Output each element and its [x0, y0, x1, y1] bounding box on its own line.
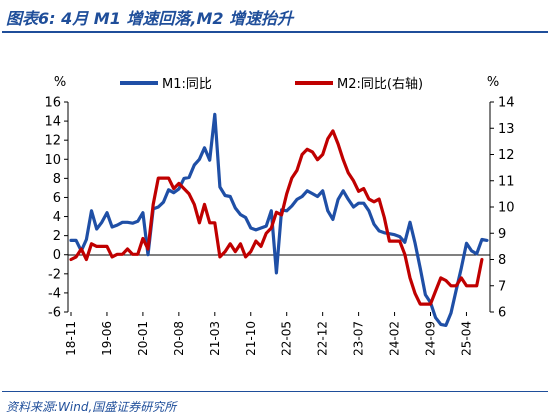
x-axis-tick-label: 24-09	[424, 321, 438, 356]
title-divider	[2, 31, 548, 33]
x-axis-tick-label: 23-07	[352, 321, 366, 356]
m1-line	[69, 112, 489, 327]
left-axis-tick-label: 4	[53, 210, 61, 225]
x-axis-tick-label: 20-01	[136, 321, 150, 356]
left-axis-tick-label: 0	[53, 248, 61, 263]
right-axis-tick-label: 11	[498, 174, 515, 189]
legend-m1-label: M1:同比	[162, 77, 212, 92]
source-divider	[2, 391, 548, 392]
left-axis-tick-label: 16	[44, 96, 61, 111]
left-axis-tick-label: 14	[44, 115, 61, 130]
right-axis-tick-label: 12	[498, 148, 515, 163]
left-axis-tick-label: -4	[48, 286, 61, 301]
left-axis-tick-label: 12	[44, 134, 61, 149]
x-axis-tick-label: 18-11	[64, 321, 78, 356]
x-axis-tick-label: 20-08	[172, 321, 186, 356]
x-axis-tick-label: 25-04	[459, 321, 473, 356]
right-axis-tick-label: 9	[498, 227, 506, 242]
left-axis-tick-label: 6	[53, 191, 61, 206]
m2-line	[69, 129, 484, 306]
right-axis-tick-label: 8	[498, 253, 506, 268]
right-axis-tick-label: 13	[498, 122, 515, 137]
left-axis-tick-label: 8	[53, 172, 61, 187]
right-axis-tick-label: 6	[498, 306, 506, 321]
right-axis-unit: %	[487, 75, 499, 90]
x-axis-tick-label: 22-12	[316, 321, 330, 356]
x-axis-tick-label: 22-05	[280, 321, 294, 356]
x-axis-tick-label: 19-06	[100, 321, 114, 356]
right-axis-tick-label: 10	[498, 201, 515, 216]
x-axis-tick-label: 24-02	[388, 321, 402, 356]
left-axis-tick-label: -2	[48, 267, 61, 282]
right-axis-tick-label: 14	[498, 96, 515, 111]
chart-title: 图表6: 4月 M1 增速回落,M2 增速抬升	[6, 9, 294, 28]
left-axis-tick-label: -6	[48, 306, 61, 321]
right-axis-tick-label: 7	[498, 279, 506, 294]
legend-m2-label: M2:同比(右轴)	[337, 77, 423, 92]
x-axis-tick-label: 21-10	[244, 321, 258, 356]
left-axis-tick-label: 10	[44, 153, 61, 168]
x-axis-tick-label: 21-03	[208, 321, 222, 356]
left-axis-tick-label: 2	[53, 229, 61, 244]
left-axis-unit: %	[54, 75, 66, 90]
source-note: 资料来源:Wind,国盛证券研究所	[6, 400, 177, 414]
